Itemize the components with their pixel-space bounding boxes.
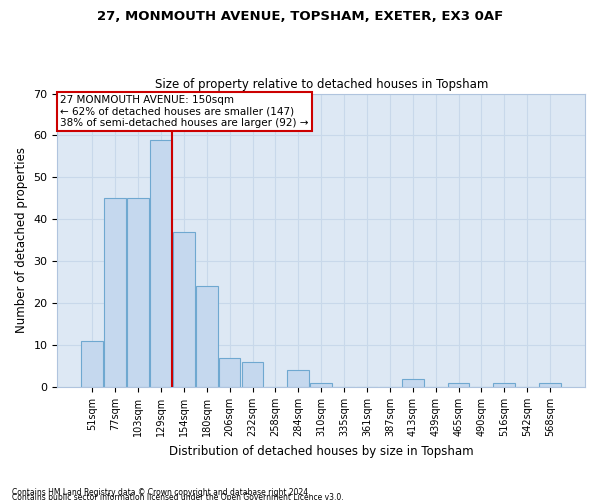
Bar [173,232,195,387]
Bar [196,286,218,387]
Bar [539,383,561,387]
Bar [219,358,241,387]
Text: 27 MONMOUTH AVENUE: 150sqm
← 62% of detached houses are smaller (147)
38% of sem: 27 MONMOUTH AVENUE: 150sqm ← 62% of deta… [60,95,308,128]
Bar [242,362,263,387]
Bar [104,198,126,387]
Text: 27, MONMOUTH AVENUE, TOPSHAM, EXETER, EX3 0AF: 27, MONMOUTH AVENUE, TOPSHAM, EXETER, EX… [97,10,503,23]
X-axis label: Distribution of detached houses by size in Topsham: Distribution of detached houses by size … [169,444,473,458]
Bar [493,383,515,387]
Bar [448,383,469,387]
Bar [310,383,332,387]
Y-axis label: Number of detached properties: Number of detached properties [15,148,28,334]
Bar [150,140,172,387]
Bar [127,198,149,387]
Bar [287,370,309,387]
Title: Size of property relative to detached houses in Topsham: Size of property relative to detached ho… [155,78,488,91]
Bar [402,378,424,387]
Bar [82,341,103,387]
Text: Contains public sector information licensed under the Open Government Licence v3: Contains public sector information licen… [12,492,344,500]
Text: Contains HM Land Registry data © Crown copyright and database right 2024.: Contains HM Land Registry data © Crown c… [12,488,311,497]
